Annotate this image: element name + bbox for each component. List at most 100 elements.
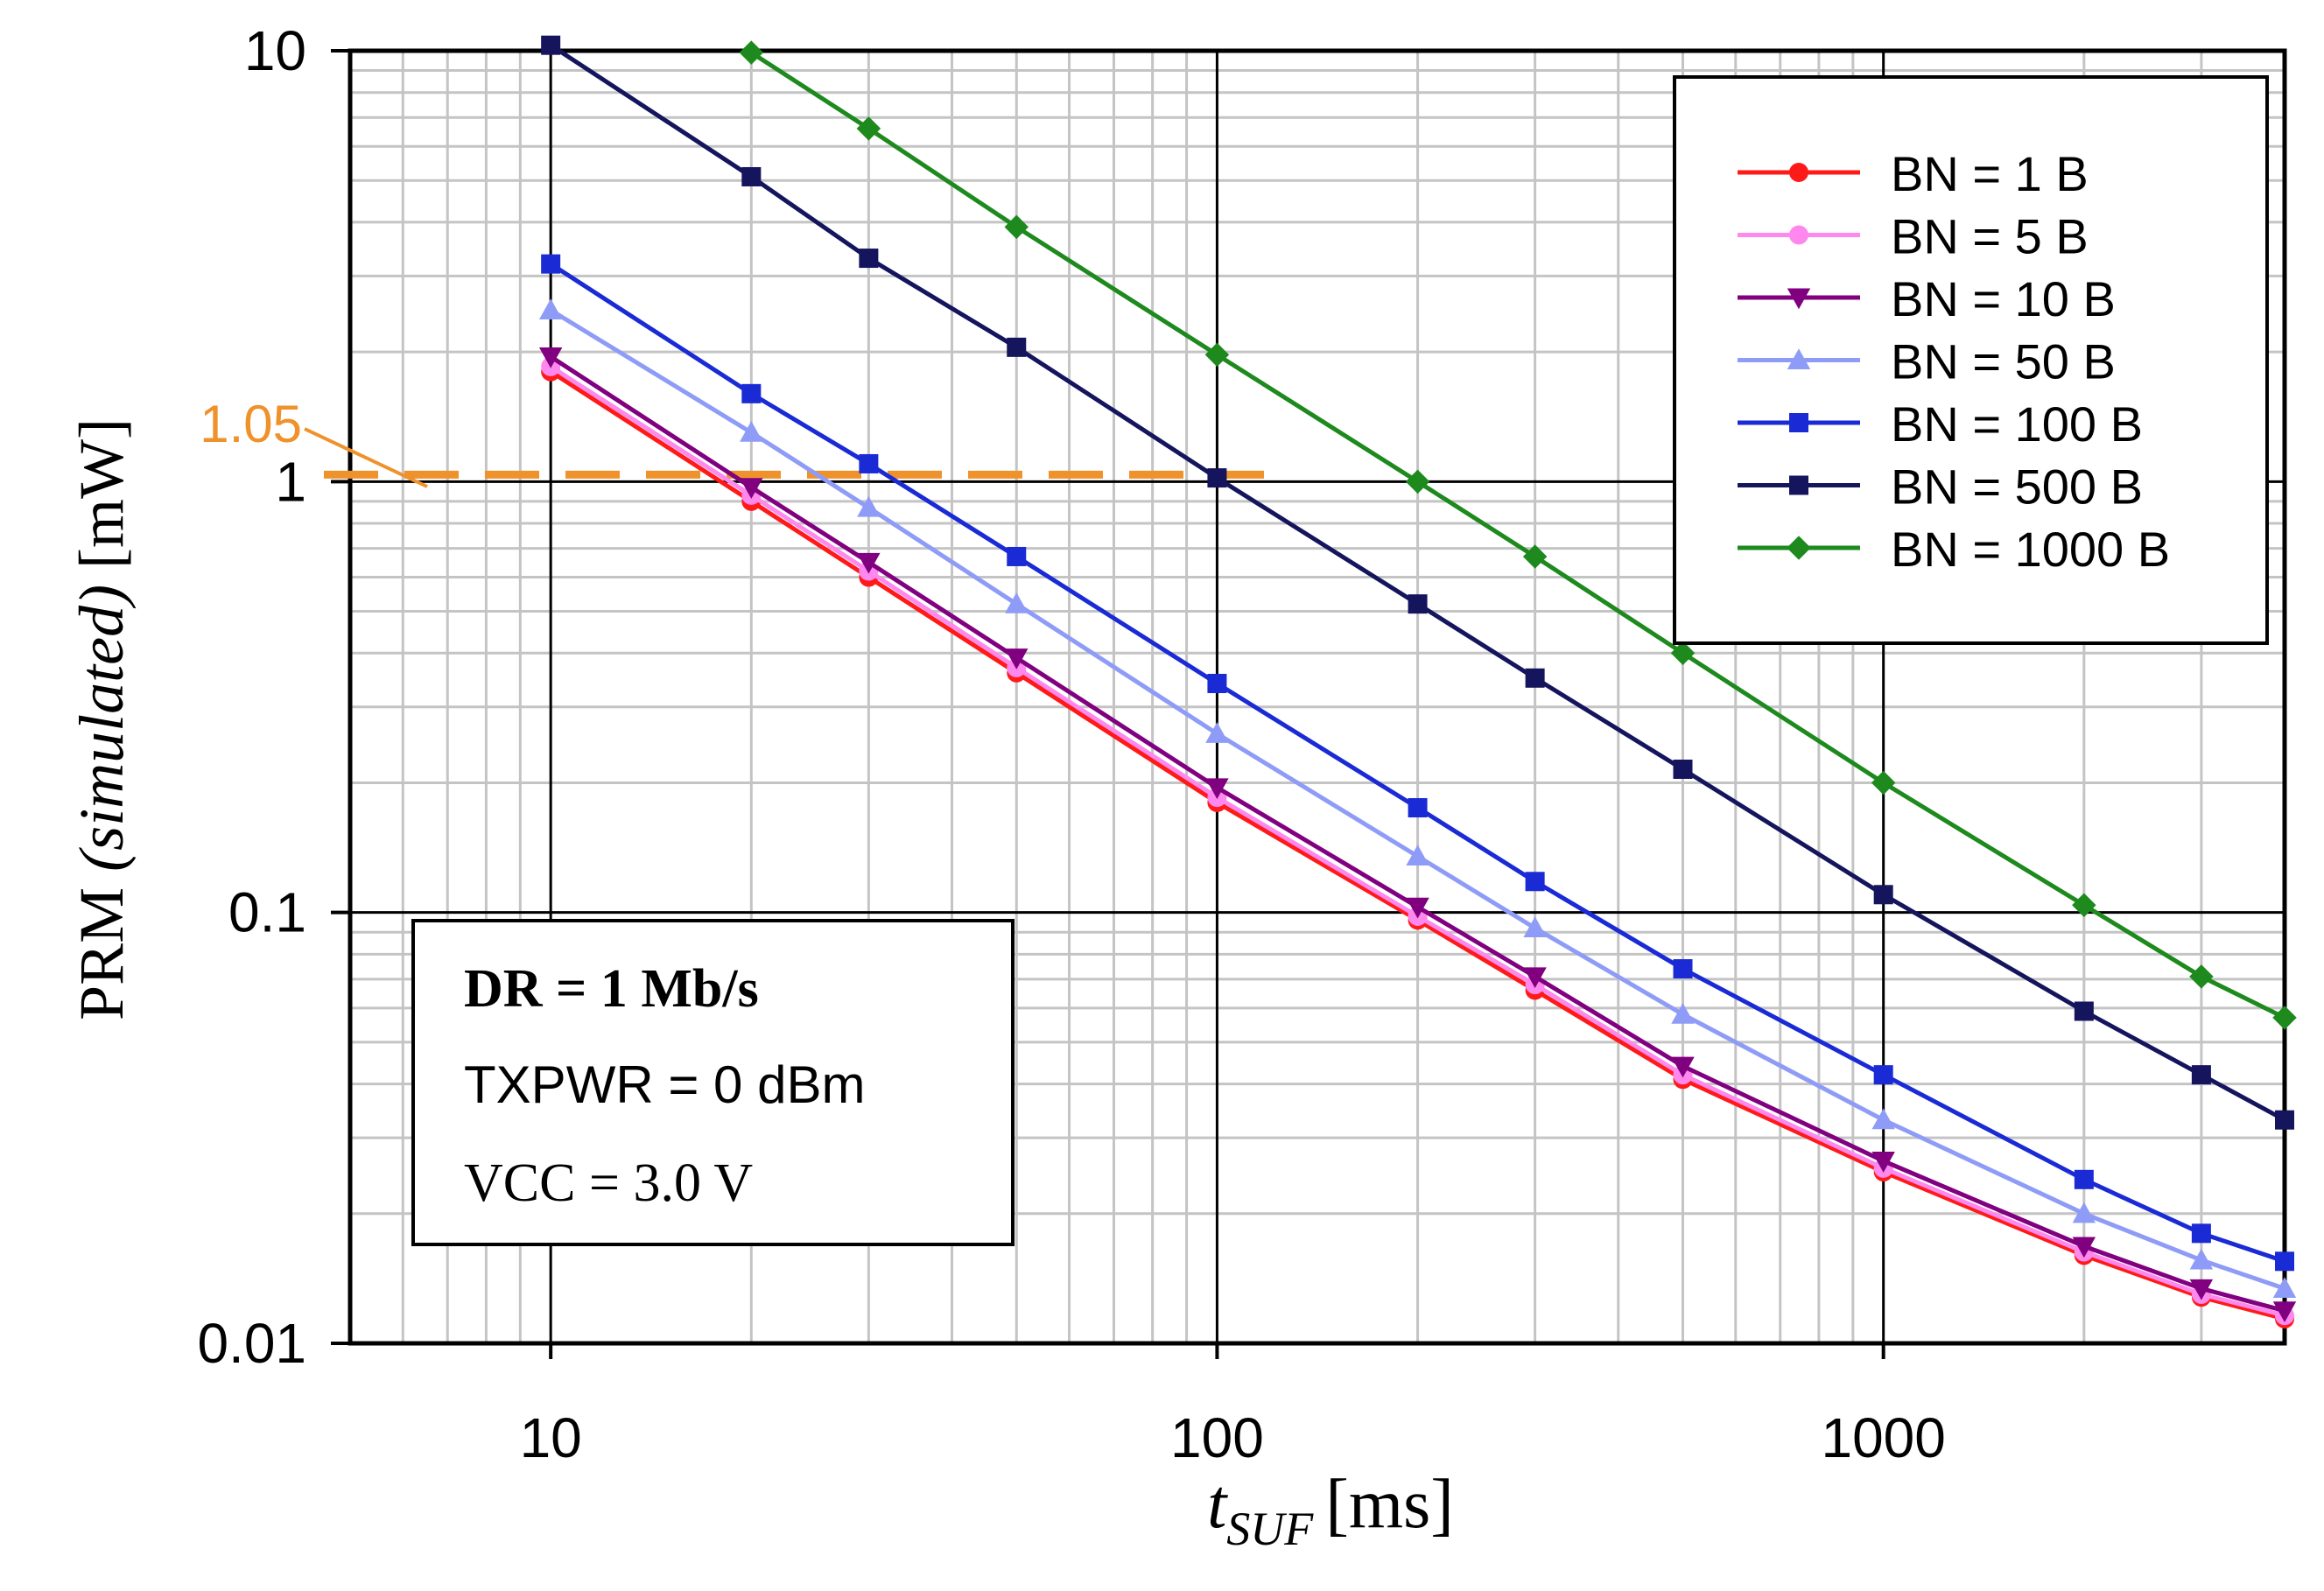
legend-label: BN = 500 B [1891,459,2143,515]
legend-label: BN = 1 B [1891,146,2089,201]
legend-entry: BN = 1 B [1738,146,2089,201]
x-axis-ticks: 10 100 1000 [520,1343,1946,1469]
data-point [541,35,561,55]
data-point [1204,342,1230,368]
data-point [2275,1110,2294,1130]
data-point [2272,1277,2297,1298]
y-axis-label: PRM (simulated) [mW] [67,418,137,1020]
series-line [549,262,2285,1264]
legend-entry: BN = 500 B [1738,459,2143,515]
data-point [1789,225,1808,245]
data-point [1406,845,1429,866]
legend: BN = 1 B BN = 5 B BN = 10 B BN = 50 B BN = 1… [1673,75,2269,645]
legend-label: BN = 50 B [1891,334,2116,389]
x-tick-label: 10 [520,1406,582,1469]
data-point [2191,1223,2211,1244]
data-point [1671,1002,1695,1024]
legend-entry: BN = 100 B [1738,396,2143,452]
data-point [1523,916,1547,938]
legend-entry: BN = 5 B [1738,209,2089,264]
data-point [1007,337,1027,357]
series-bn-1000-b [739,40,2297,1030]
data-point [1005,592,1029,613]
data-point [1523,967,1547,989]
data-point [1873,885,1893,905]
data-point [1789,413,1808,432]
legend-entry: BN = 1000 B [1738,522,2170,577]
y-tick-label: 0.01 [197,1312,306,1375]
series-bn-100-b [541,254,2294,1272]
series-bn-50-b [538,298,2297,1298]
data-point [1671,1056,1695,1078]
series-bn-500-b [541,35,2294,1130]
data-point [741,383,762,403]
data-point [538,298,563,319]
plot-frame [348,48,2287,1346]
data-point [2072,893,2096,918]
data-point [2191,1065,2211,1085]
data-point [2072,1202,2096,1223]
series-line [549,43,2286,1122]
data-point [2074,1169,2094,1189]
data-point [2189,1248,2214,1270]
series-group [538,35,2297,1328]
data-point [856,116,881,141]
info-tx-power: TXPWR = 0 dBm [464,1055,865,1114]
data-point [1787,536,1811,560]
data-point [1873,1065,1893,1085]
data-point [1789,163,1808,182]
data-point [1406,897,1429,919]
data-point [859,249,879,269]
data-point [740,421,763,442]
data-point [1405,469,1430,494]
info-data-rate: DR = 1 Mb/s [464,959,759,1019]
series-line [549,308,2285,1291]
data-point [2072,1237,2096,1258]
data-point [1789,475,1808,495]
legend-label: BN = 5 B [1891,209,2089,264]
data-point [1871,1108,1895,1130]
data-point [1207,674,1227,694]
data-point [1787,348,1811,370]
data-point [2275,1251,2294,1272]
data-point [859,453,879,473]
data-point [1007,546,1027,566]
data-point [739,40,764,65]
data-point [1207,468,1227,488]
data-point [1787,288,1811,310]
series-bn-10-b [538,347,2297,1323]
x-tick-label: 100 [1170,1406,1264,1469]
data-point [2189,964,2214,989]
info-supply-voltage: VCC = 3.0 V [464,1153,753,1213]
x-tick-label: 1000 [1821,1406,1945,1469]
data-point [1673,959,1693,979]
data-point [538,347,563,368]
data-point [1871,1152,1895,1173]
y-axis-ticks: 0.01 0.1 1 10 [197,19,350,1375]
data-point [1525,872,1545,892]
legend-entry: BN = 50 B [1738,334,2116,389]
data-point [740,478,763,500]
info-box: DR = 1 Mb/s TXPWR = 0 dBm VCC = 3.0 V [411,919,1015,1246]
data-point [1205,778,1229,800]
data-point [2074,1001,2094,1021]
data-point [1004,214,1029,240]
data-point [1670,641,1696,666]
data-point [1522,544,1548,569]
y-tick-label: 0.1 [228,881,306,944]
legend-label: BN = 10 B [1891,271,2116,326]
reference-line-group: 1.05 [200,395,1282,488]
data-point [741,166,762,186]
data-point [2272,1301,2297,1323]
data-point [1005,648,1029,669]
data-point [857,495,881,517]
legend-label: BN = 100 B [1891,396,2143,452]
data-point [1673,759,1693,779]
data-point [1205,722,1229,743]
series-line [549,354,2285,1314]
series-line [549,364,2285,1318]
legend-entry: BN = 10 B [1738,271,2116,326]
data-point [1871,770,1896,796]
y-tick-label: 10 [244,19,306,82]
